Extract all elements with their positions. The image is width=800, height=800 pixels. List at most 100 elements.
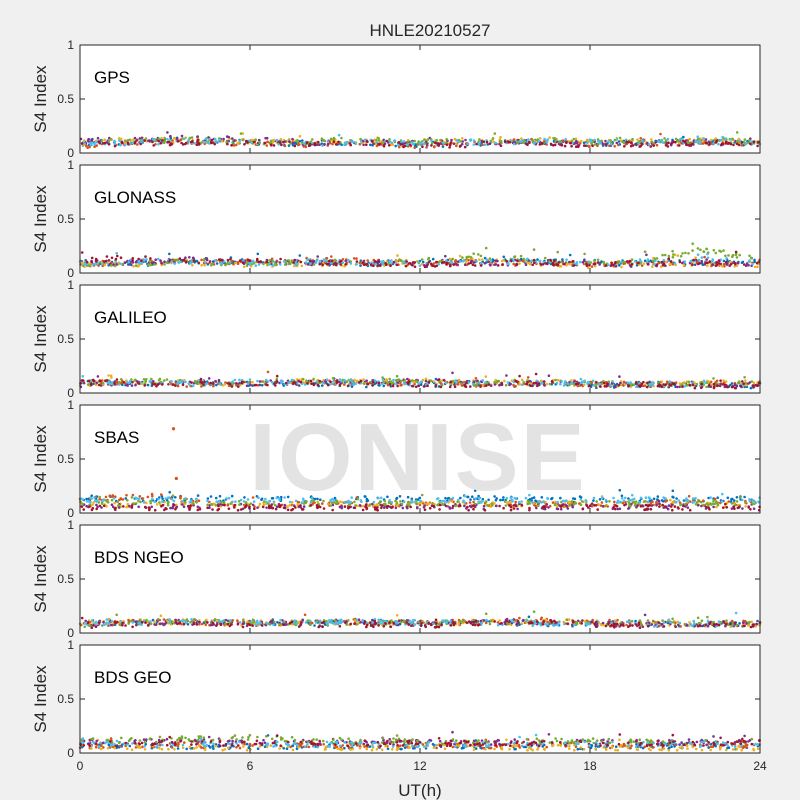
point bbox=[710, 260, 714, 263]
point bbox=[102, 142, 105, 145]
point bbox=[298, 143, 301, 146]
point bbox=[585, 262, 588, 266]
point bbox=[457, 378, 461, 382]
point bbox=[712, 382, 716, 386]
point bbox=[458, 254, 462, 258]
point bbox=[685, 497, 688, 500]
point bbox=[522, 380, 525, 384]
point bbox=[214, 140, 217, 144]
point bbox=[130, 384, 134, 387]
point bbox=[94, 499, 97, 502]
point bbox=[100, 502, 104, 505]
point bbox=[646, 508, 649, 511]
point bbox=[88, 142, 91, 145]
point bbox=[623, 503, 626, 507]
point bbox=[673, 262, 677, 265]
point bbox=[484, 246, 488, 250]
y-tick-label: 0 bbox=[67, 266, 74, 280]
point bbox=[483, 143, 487, 146]
point bbox=[489, 259, 493, 263]
point bbox=[419, 383, 423, 387]
point bbox=[671, 495, 674, 499]
point bbox=[205, 382, 208, 385]
point bbox=[197, 261, 200, 265]
point bbox=[691, 249, 694, 252]
point bbox=[197, 499, 201, 503]
point bbox=[726, 385, 729, 389]
point bbox=[184, 261, 188, 264]
point bbox=[270, 143, 273, 146]
point bbox=[85, 504, 88, 508]
point bbox=[732, 143, 735, 147]
point bbox=[153, 500, 156, 504]
point bbox=[586, 141, 589, 144]
point bbox=[722, 249, 725, 252]
point bbox=[650, 138, 653, 141]
point bbox=[638, 140, 641, 143]
point bbox=[387, 144, 391, 147]
point bbox=[593, 143, 597, 146]
point bbox=[148, 140, 151, 143]
point bbox=[507, 262, 510, 266]
point bbox=[717, 262, 721, 265]
point bbox=[493, 132, 497, 135]
point bbox=[184, 500, 187, 504]
point bbox=[226, 258, 230, 262]
point bbox=[125, 493, 128, 497]
point bbox=[707, 384, 711, 387]
point bbox=[622, 499, 626, 503]
point bbox=[402, 260, 406, 264]
point bbox=[643, 250, 647, 253]
point bbox=[254, 138, 257, 141]
point bbox=[278, 141, 282, 144]
point bbox=[161, 139, 164, 142]
point bbox=[730, 507, 734, 510]
point bbox=[211, 262, 214, 266]
point bbox=[558, 140, 561, 144]
point bbox=[213, 259, 217, 262]
point bbox=[290, 378, 294, 382]
point bbox=[457, 140, 461, 144]
point bbox=[555, 261, 558, 264]
point bbox=[90, 138, 93, 141]
point bbox=[265, 260, 269, 264]
point bbox=[213, 142, 216, 146]
point bbox=[239, 508, 243, 511]
point bbox=[575, 262, 579, 266]
point bbox=[472, 143, 476, 146]
point bbox=[209, 495, 213, 498]
point bbox=[644, 500, 647, 503]
point bbox=[135, 138, 139, 142]
point bbox=[599, 385, 602, 388]
point bbox=[90, 508, 94, 512]
point bbox=[503, 379, 506, 383]
point bbox=[226, 142, 229, 146]
point bbox=[257, 263, 261, 266]
point bbox=[89, 496, 92, 500]
point bbox=[419, 142, 422, 145]
point bbox=[579, 377, 583, 381]
point bbox=[629, 381, 633, 385]
point bbox=[430, 262, 433, 266]
point bbox=[426, 138, 430, 141]
point bbox=[684, 251, 687, 255]
point bbox=[365, 262, 369, 266]
point bbox=[114, 264, 117, 268]
point bbox=[172, 503, 176, 507]
point bbox=[340, 379, 343, 383]
point bbox=[108, 379, 111, 382]
point bbox=[166, 502, 170, 505]
point bbox=[473, 264, 477, 267]
point bbox=[160, 262, 164, 265]
point bbox=[502, 258, 505, 262]
point bbox=[296, 140, 299, 143]
point bbox=[118, 381, 121, 384]
point bbox=[211, 508, 214, 511]
point bbox=[726, 496, 730, 500]
point bbox=[469, 139, 472, 142]
point bbox=[677, 142, 681, 145]
point bbox=[591, 379, 595, 383]
point bbox=[137, 382, 141, 385]
point bbox=[144, 506, 148, 510]
point bbox=[731, 255, 734, 258]
